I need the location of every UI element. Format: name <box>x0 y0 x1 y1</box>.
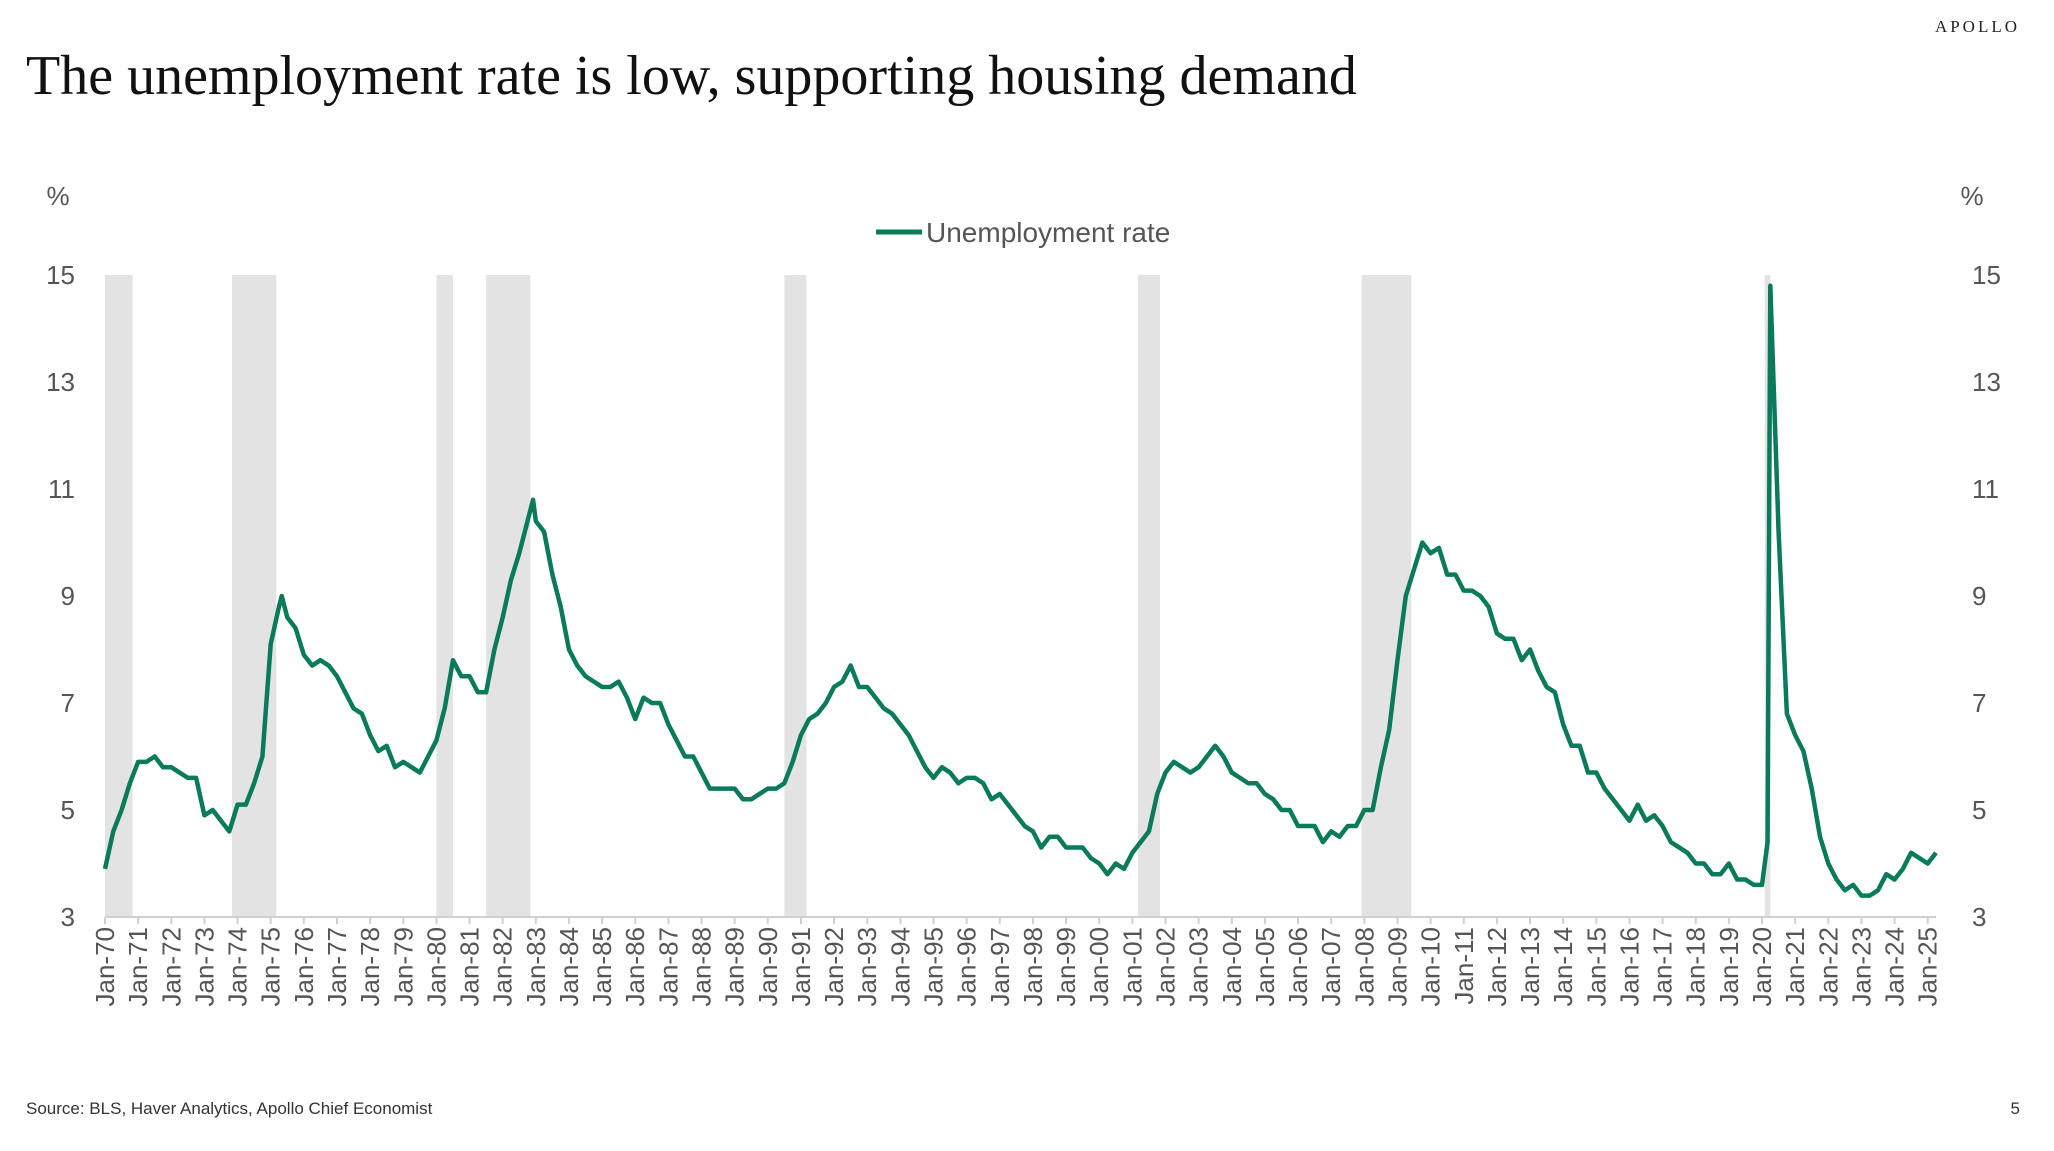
x-tick-label: Jan-01 <box>1117 927 1147 1007</box>
x-tick-label: Jan-96 <box>952 927 982 1007</box>
source-note: Source: BLS, Haver Analytics, Apollo Chi… <box>26 1099 433 1118</box>
y2-axis-label: % <box>1960 181 1983 211</box>
x-tick-label: Jan-89 <box>720 927 750 1007</box>
x-tick-label: Jan-90 <box>753 927 783 1007</box>
x-tick-label: Jan-20 <box>1747 927 1777 1007</box>
x-tick-label: Jan-74 <box>223 927 253 1007</box>
x-tick-label: Jan-02 <box>1150 927 1180 1007</box>
x-tick-label: Jan-21 <box>1780 927 1810 1007</box>
x-tick-label: Jan-91 <box>786 927 816 1007</box>
x-tick-label: Jan-88 <box>687 927 717 1007</box>
x-tick-label: Jan-72 <box>156 927 186 1007</box>
x-tick-label: Jan-18 <box>1681 927 1711 1007</box>
x-tick-label: Jan-15 <box>1581 927 1611 1007</box>
x-tick-label: Jan-78 <box>355 927 385 1007</box>
recession-band <box>436 275 453 917</box>
series-line <box>102 283 1938 898</box>
x-tick-label: Jan-79 <box>388 927 418 1007</box>
x-tick-label: Jan-82 <box>488 927 518 1007</box>
x-tick-label: Jan-23 <box>1846 927 1876 1007</box>
y2-tick-label: 13 <box>1972 367 2001 397</box>
x-tick-label: Jan-11 <box>1449 927 1479 1005</box>
page-number: 5 <box>2011 1099 2020 1118</box>
recession-band <box>232 275 277 917</box>
x-tick-label: Jan-98 <box>1018 927 1048 1007</box>
x-tick-label: Jan-24 <box>1880 927 1910 1007</box>
x-tick-label: Jan-04 <box>1217 927 1247 1007</box>
x-tick-label: Jan-86 <box>620 927 650 1007</box>
x-tick-label: Jan-92 <box>819 927 849 1007</box>
x-tick-label: Jan-12 <box>1482 927 1512 1007</box>
y2-tick-label: 5 <box>1972 795 1986 825</box>
x-tick-label: Jan-05 <box>1250 927 1280 1007</box>
x-tick-label: Jan-16 <box>1614 927 1644 1007</box>
chart-title: The unemployment rate is low, supporting… <box>26 45 1357 107</box>
x-tick-label: Jan-14 <box>1548 927 1578 1007</box>
y2-tick-label: 3 <box>1972 902 1986 932</box>
x-tick-label: Jan-10 <box>1416 927 1446 1007</box>
y2-tick-label: 15 <box>1972 260 2001 290</box>
x-tick-label: Jan-07 <box>1316 927 1346 1007</box>
x-tick-label: Jan-77 <box>322 927 352 1007</box>
x-tick-label: Jan-97 <box>985 927 1015 1007</box>
y-tick-label: 15 <box>46 260 75 290</box>
x-tick-label: Jan-13 <box>1515 927 1545 1007</box>
y-axis-label: % <box>46 181 69 211</box>
y-tick-label: 11 <box>48 474 75 504</box>
x-tick-label: Jan-93 <box>852 927 882 1007</box>
y-tick-label: 13 <box>46 367 75 397</box>
y-tick-label: 9 <box>61 581 75 611</box>
x-tick-label: Jan-81 <box>455 927 485 1007</box>
x-tick-label: Jan-85 <box>587 927 617 1007</box>
x-tick-label: Jan-71 <box>123 927 153 1007</box>
recession-band <box>784 275 807 917</box>
y-tick-label: 5 <box>61 795 75 825</box>
x-tick-label: Jan-95 <box>919 927 949 1007</box>
x-tick-label: Jan-99 <box>1051 927 1081 1007</box>
x-tick-label: Jan-03 <box>1184 927 1214 1007</box>
y2-tick-label: 9 <box>1972 581 1986 611</box>
x-tick-label: Jan-75 <box>256 927 286 1007</box>
y2-tick-label: 7 <box>1972 688 1986 718</box>
recession-band <box>105 275 133 917</box>
x-tick-label: Jan-83 <box>521 927 551 1007</box>
x-tick-label: Jan-76 <box>289 927 319 1007</box>
x-tick-label: Jan-08 <box>1349 927 1379 1007</box>
x-tick-label: Jan-70 <box>90 927 120 1007</box>
x-tick-label: Jan-19 <box>1714 927 1744 1007</box>
x-tick-label: Jan-09 <box>1382 927 1412 1007</box>
x-tick-label: Jan-94 <box>885 927 915 1007</box>
legend-label: Unemployment rate <box>926 217 1170 248</box>
x-tick-label: Jan-84 <box>554 927 584 1007</box>
y-tick-label: 7 <box>61 688 75 718</box>
y2-tick-label: 11 <box>1972 474 1999 504</box>
x-tick-label: Jan-00 <box>1084 927 1114 1007</box>
x-tick-label: Jan-25 <box>1913 927 1943 1007</box>
x-tick-label: Jan-87 <box>653 927 683 1007</box>
x-tick-label: Jan-80 <box>421 927 451 1007</box>
y-tick-label: 3 <box>61 902 75 932</box>
x-tick-label: Jan-73 <box>189 927 219 1007</box>
x-tick-label: Jan-06 <box>1283 927 1313 1007</box>
x-tick-label: Jan-22 <box>1813 927 1843 1007</box>
brand: APOLLO <box>1935 17 2020 36</box>
x-tick-label: Jan-17 <box>1648 927 1678 1007</box>
recession-band <box>1137 275 1160 917</box>
